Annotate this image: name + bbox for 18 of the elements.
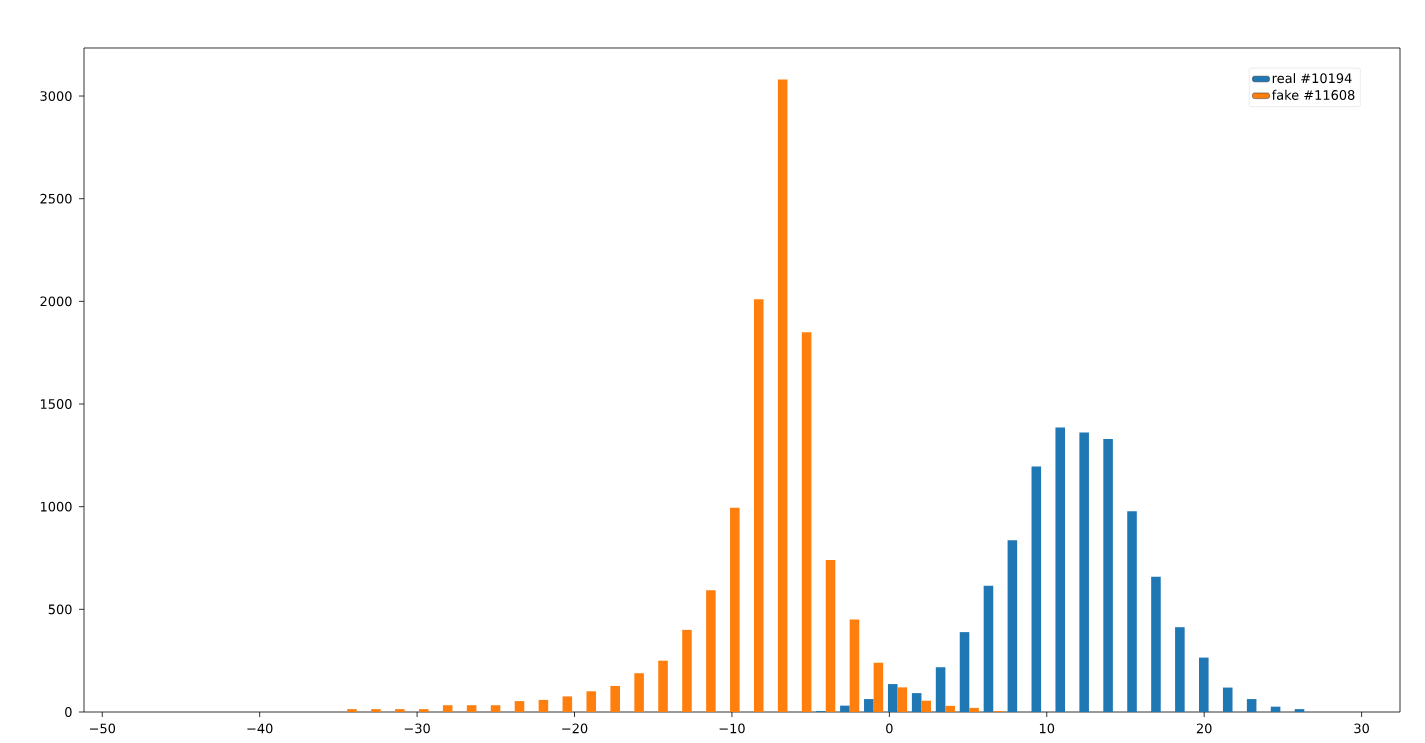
legend-label: fake #11608 <box>1271 89 1355 100</box>
y-tick-label: 3000 <box>40 91 72 101</box>
x-tick-label: −40 <box>247 723 273 734</box>
x-tick-label: −20 <box>562 723 588 734</box>
y-tick-label: 1000 <box>40 501 72 512</box>
y-tick-label: 0 <box>65 707 72 717</box>
legend-label: real #10194 <box>1272 73 1352 84</box>
x-tick-label: 30 <box>1354 723 1369 734</box>
x-tick-label: −50 <box>89 723 116 734</box>
y-tick-label: 1500 <box>40 399 72 409</box>
x-tick-label: 20 <box>1196 723 1212 734</box>
x-tick-label: −30 <box>404 723 430 734</box>
y-tick-label: 500 <box>48 604 72 615</box>
x-tick-label: −10 <box>719 723 745 734</box>
x-tick-label: 0 <box>886 723 893 734</box>
y-tick-label: 2500 <box>40 193 72 204</box>
y-tick-label: 2000 <box>40 296 72 307</box>
x-tick-label: 10 <box>1039 723 1055 734</box>
